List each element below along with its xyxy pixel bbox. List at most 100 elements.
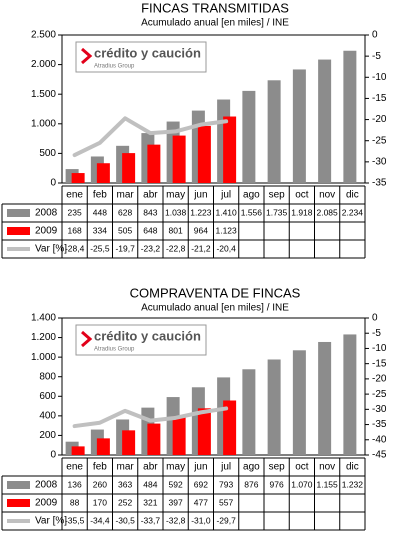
logo-group: Atradius Group	[94, 64, 135, 70]
table-value: 397	[169, 497, 183, 507]
table-value: 1.038	[165, 207, 187, 217]
y-tick-label: 0	[50, 450, 56, 461]
bar	[343, 50, 357, 184]
plot-frame	[61, 34, 366, 184]
bar	[197, 408, 211, 455]
y2-tick-label: -20	[372, 374, 387, 385]
bar	[318, 341, 332, 455]
table-value: -33,7	[141, 515, 161, 525]
y2-tick-label: 0	[372, 30, 378, 41]
y-tick-label: 800	[39, 371, 56, 382]
x-tick-label: nov	[319, 190, 335, 201]
x-tick-label: dic	[346, 462, 359, 473]
y2-tick-label: -30	[372, 156, 387, 167]
x-tick-label: feb	[93, 190, 107, 201]
chart-subtitle: Acumulado anual [en miles] / INE	[141, 18, 289, 29]
table-value: -35,5	[65, 515, 85, 525]
table-value: -31,0	[191, 515, 211, 525]
legend-label: 2008	[35, 208, 58, 219]
logo-group: Atradius Group	[94, 347, 135, 353]
table-value: 1.232	[342, 479, 364, 489]
legend-label: 2009	[35, 498, 58, 509]
x-tick-label: sep	[269, 462, 286, 473]
table-value: 628	[118, 207, 132, 217]
table-value: 976	[270, 479, 284, 489]
x-tick-label: ago	[243, 190, 260, 201]
table-value: 2.085	[316, 207, 338, 217]
x-tick-label: mar	[117, 462, 135, 473]
legend-label: Var [%]	[35, 244, 67, 255]
table-value: 1.410	[215, 207, 237, 217]
x-tick-label: oct	[295, 190, 309, 201]
table-value: -21,2	[191, 243, 211, 253]
table-value: -28,4	[65, 243, 85, 253]
y2-tick-label: -35	[372, 178, 387, 189]
bar	[242, 369, 256, 455]
logo-icon	[81, 47, 93, 65]
table-value: 1.735	[266, 207, 288, 217]
table-value: 484	[143, 479, 157, 489]
table-value: 801	[169, 225, 183, 235]
y-tick-label: 0	[50, 178, 56, 189]
x-tick-label: nov	[319, 462, 335, 473]
y-tick-label: 1.000	[31, 352, 56, 363]
y-tick-label: 400	[39, 410, 56, 421]
table-value: -29,7	[216, 515, 236, 525]
y-tick-label: 2.500	[31, 30, 56, 41]
table-value: 252	[118, 497, 132, 507]
y-tick-label: 2.000	[31, 59, 56, 70]
table-value: 170	[93, 497, 107, 507]
y-tick-label: 600	[39, 391, 56, 402]
x-tick-label: ene	[66, 190, 83, 201]
logo-icon	[81, 330, 93, 348]
y2-tick-label: -15	[372, 93, 387, 104]
y2-tick-label: 0	[372, 313, 378, 324]
x-tick-label: jun	[193, 190, 207, 201]
logo-box	[75, 41, 207, 73]
logo-name: crédito y caución	[94, 328, 201, 343]
table-value: 1.155	[316, 479, 338, 489]
table-value: 1.070	[291, 479, 313, 489]
y2-tick-label: -10	[372, 72, 387, 83]
x-tick-label: may	[166, 190, 185, 201]
table-value: 648	[143, 225, 157, 235]
chart-title: FINCAS TRANSMITIDAS	[141, 0, 289, 15]
bar	[267, 359, 281, 455]
x-tick-label: feb	[93, 462, 107, 473]
x-tick-label: sep	[269, 190, 286, 201]
bar	[172, 416, 186, 455]
bar	[223, 400, 237, 455]
y-tick-label: 1.500	[31, 89, 56, 100]
legend-label: 2008	[35, 480, 58, 491]
bar	[343, 334, 357, 455]
table-value: -22,8	[166, 243, 186, 253]
table-value: 1.223	[190, 207, 212, 217]
y2-tick-label: -40	[372, 434, 387, 445]
y-tick-label: 200	[39, 430, 56, 441]
y2-tick-label: -45	[372, 450, 387, 461]
legend-swatch	[7, 209, 30, 217]
y2-tick-label: -25	[372, 135, 387, 146]
table-value: 964	[194, 225, 208, 235]
bar	[96, 438, 110, 455]
bar	[172, 135, 186, 183]
legend-label: Var [%]	[35, 516, 67, 527]
table-value: -32,8	[166, 515, 186, 525]
table-value: -19,7	[115, 243, 135, 253]
table-value: -25,5	[90, 243, 110, 253]
x-tick-label: abr	[143, 462, 158, 473]
bar	[122, 153, 136, 183]
chart-subtitle: Acumulado anual [en miles] / INE	[141, 303, 289, 314]
table-value: 1.123	[215, 225, 237, 235]
y2-tick-label: -15	[372, 358, 387, 369]
table-value: -30,5	[115, 515, 135, 525]
x-tick-label: dic	[346, 190, 359, 201]
table-value: -34,4	[90, 515, 110, 525]
bar	[292, 350, 306, 455]
bar	[147, 144, 161, 183]
logo-name: crédito y caución	[94, 45, 201, 60]
table-value: 1.556	[241, 207, 263, 217]
table-value: 843	[143, 207, 157, 217]
y2-tick-label: -35	[372, 419, 387, 430]
